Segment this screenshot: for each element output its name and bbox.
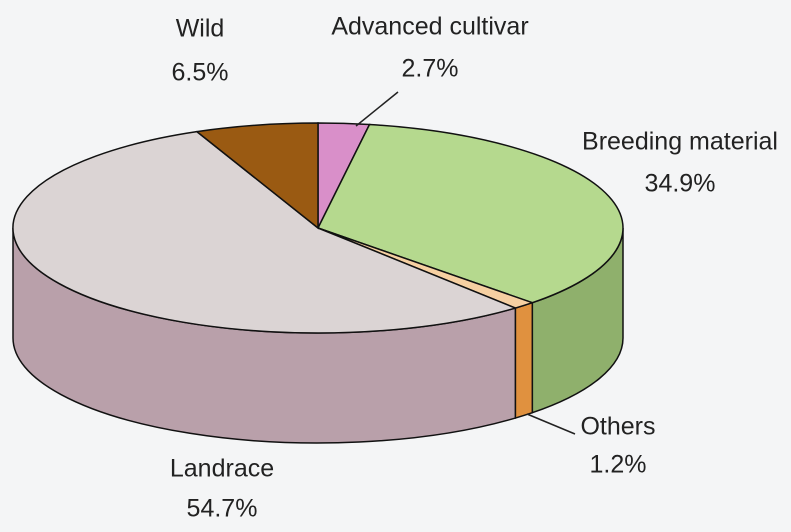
slice-value-label: 2.7% — [402, 55, 459, 83]
slice-value-label: 6.5% — [172, 59, 229, 87]
leader-line — [526, 413, 576, 435]
slice-label: Breeding material — [582, 128, 778, 156]
slice — [12, 130, 518, 334]
slice-label: Wild — [176, 15, 225, 43]
slice-value-label: 34.9% — [645, 170, 716, 198]
slice-label: Landrace — [170, 455, 274, 483]
slice-value-label: 54.7% — [187, 495, 258, 523]
slice-value-label: 1.2% — [590, 451, 647, 479]
slice-label: Others — [580, 413, 655, 441]
slice — [195, 122, 319, 230]
slice-side — [514, 301, 534, 420]
slice-label: Advanced cultivar — [331, 13, 528, 41]
leader-line — [355, 91, 399, 127]
slice — [316, 123, 624, 304]
